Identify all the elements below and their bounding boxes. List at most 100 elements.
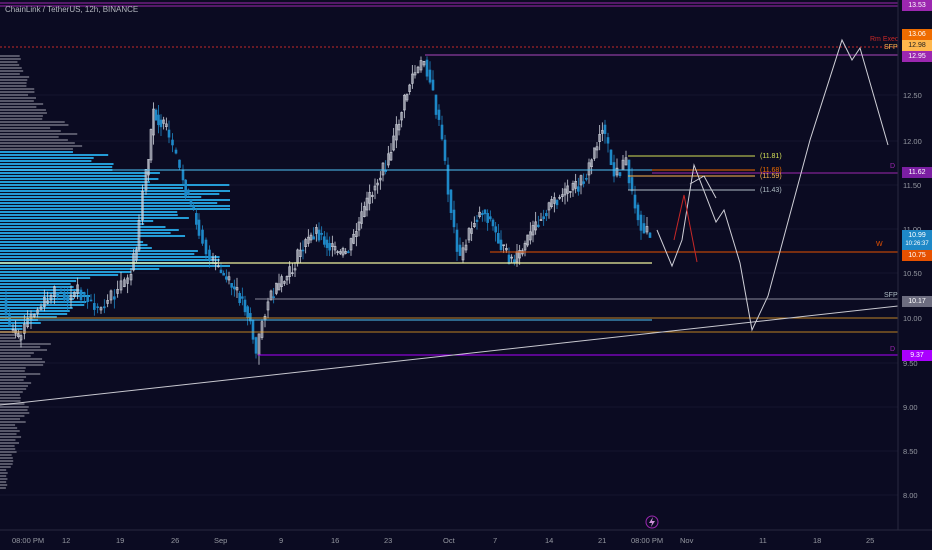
- volume-profile-bar: [0, 127, 51, 129]
- candle-body: [76, 284, 79, 294]
- volume-profile-bar: [0, 130, 61, 132]
- candle-body: [513, 259, 516, 263]
- candle-body: [277, 283, 281, 291]
- candle-body: [320, 233, 323, 235]
- time-label: 25: [866, 536, 874, 545]
- time-axis[interactable]: 08:00 PM 12 19 26 Sep 9 16 23 Oct 7 14 2…: [0, 529, 932, 545]
- price-tag-9-37: 9.37: [902, 350, 932, 361]
- candle-body: [251, 319, 255, 340]
- volume-profile-bar: [0, 94, 29, 96]
- volume-profile-bar: [0, 91, 35, 93]
- volume-profile-bar: [0, 268, 160, 270]
- symbol-title: ChainLink / TetherUS, 12h, BINANCE: [5, 5, 139, 14]
- volume-profile-bar: [0, 367, 26, 369]
- candle-body: [347, 251, 350, 253]
- candle-body: [486, 213, 489, 223]
- candle-body: [225, 276, 228, 280]
- volume-profile-bar: [0, 148, 73, 150]
- volume-profile-bar: [0, 82, 27, 84]
- candle-body: [489, 216, 492, 220]
- candle-body: [550, 199, 553, 207]
- price-tag-10-17: 10.17: [902, 296, 932, 307]
- candle-body: [283, 281, 286, 284]
- projection-path-2: [689, 175, 717, 199]
- candle-body: [17, 333, 20, 337]
- candle-body: [187, 189, 190, 195]
- candle-body: [241, 296, 244, 299]
- candle-body: [246, 306, 249, 318]
- candle-body: [598, 134, 601, 142]
- volume-profile-bar: [0, 430, 20, 432]
- candle-body: [593, 147, 596, 159]
- volume-profile-bar: [0, 259, 220, 261]
- volume-profile-bar: [0, 232, 171, 234]
- time-label: 26: [171, 536, 179, 545]
- price-tick: 8.00: [903, 491, 918, 500]
- volume-profile-bar: [0, 100, 34, 102]
- volume-profile-bar: [0, 241, 144, 243]
- candle-body: [96, 306, 99, 308]
- price-tick: 11.00: [903, 225, 921, 234]
- price-tick: 10.00: [903, 314, 922, 323]
- candle-body: [428, 69, 432, 83]
- volume-profile-bar: [0, 397, 21, 399]
- volume-profile-bar: [0, 118, 43, 120]
- candle-body: [577, 186, 580, 192]
- candle-body: [642, 223, 646, 234]
- volume-profile-bar: [0, 70, 24, 72]
- candle-body: [129, 274, 133, 281]
- volume-profile-bar: [0, 373, 41, 375]
- price-tick: 9.00: [903, 403, 918, 412]
- price-tick: 12.00: [903, 137, 922, 146]
- candle-body: [66, 296, 69, 303]
- candle-body: [167, 129, 171, 138]
- candle-body: [23, 323, 26, 334]
- candle-body: [349, 238, 353, 251]
- time-label: 12: [62, 536, 70, 545]
- volume-profile-bar: [0, 304, 85, 306]
- price-axis[interactable]: 12.50 12.00 11.50 11.00 10.50 10.00 9.50…: [897, 0, 922, 530]
- candle-body: [159, 119, 163, 128]
- candle-body: [437, 109, 441, 120]
- volume-profile-bar: [0, 478, 8, 480]
- candle-body: [192, 206, 195, 209]
- volume-profile: [0, 55, 230, 489]
- time-label: 23: [384, 536, 392, 545]
- volume-profile-bar: [0, 310, 70, 312]
- label-sfp-low: SFP: [884, 292, 898, 299]
- candle-body: [280, 276, 283, 287]
- candle-body: [46, 300, 49, 304]
- volume-profile-bar: [0, 409, 28, 411]
- candle-body: [39, 306, 43, 311]
- trendline: [0, 305, 899, 406]
- volume-profile-bar: [0, 217, 189, 219]
- price-tick: 8.50: [903, 447, 918, 456]
- candle-body: [452, 209, 456, 228]
- candle-body: [106, 300, 109, 304]
- candle-body: [389, 151, 393, 161]
- volume-profile-bar: [0, 145, 83, 147]
- volume-profile-bar: [0, 415, 25, 417]
- lightning-icon[interactable]: [645, 515, 659, 529]
- time-label: 08:00 PM: [631, 536, 663, 545]
- volume-profile-bar: [0, 247, 152, 249]
- candle-body: [397, 123, 401, 131]
- volume-profile-bar: [0, 184, 230, 186]
- volume-profile-bar: [0, 361, 45, 363]
- time-label: 18: [813, 536, 821, 545]
- candle-body: [141, 190, 144, 221]
- candle-body: [217, 265, 220, 268]
- candle-body: [582, 181, 585, 184]
- candle-body: [341, 248, 345, 256]
- candle-body: [443, 139, 447, 161]
- volume-profile-bar: [0, 451, 17, 453]
- volume-profile-bar: [0, 292, 86, 294]
- candle-body: [363, 206, 366, 217]
- candle-body: [531, 225, 535, 236]
- candle-body: [587, 162, 591, 176]
- label-11-81: (11.81): [760, 153, 782, 160]
- volume-profile-bar: [0, 61, 18, 63]
- candle-body: [126, 277, 129, 284]
